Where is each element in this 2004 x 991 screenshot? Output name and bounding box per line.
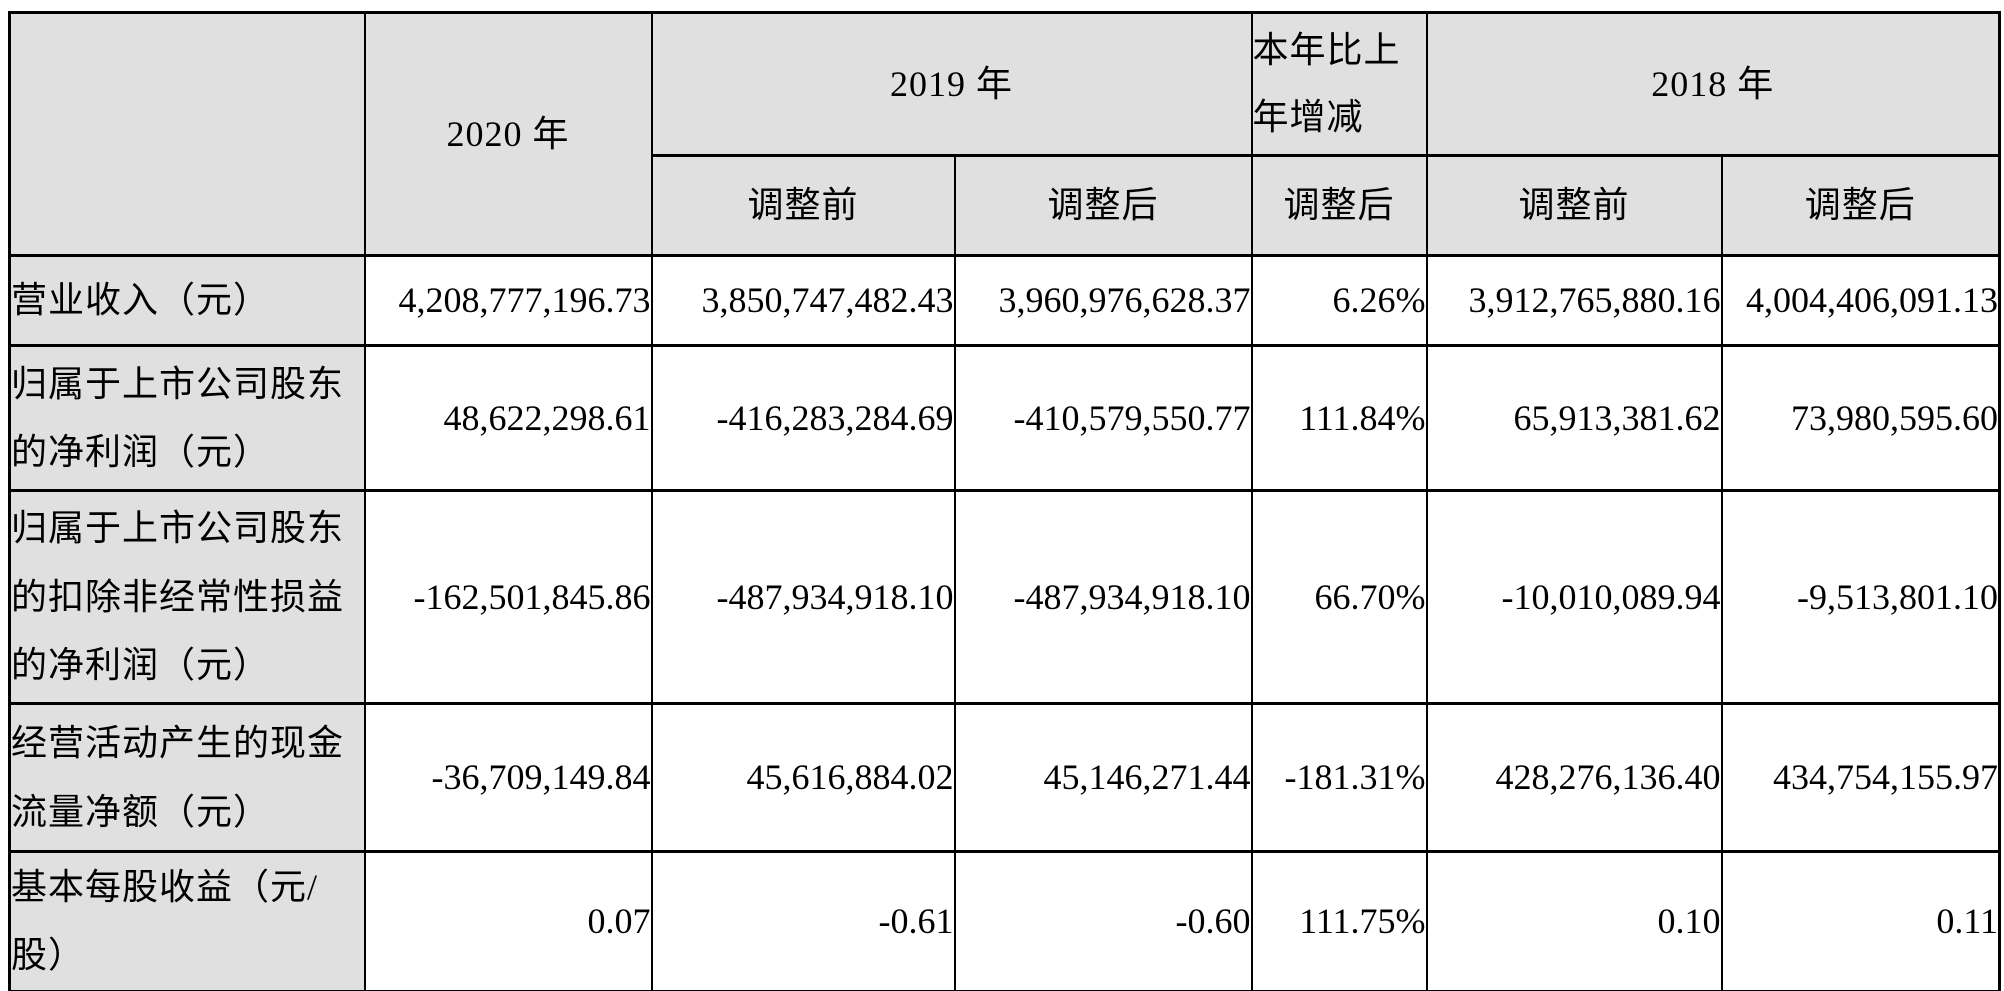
cell-change: 6.26% (1250, 254, 1428, 347)
cell-2019-before: 3,850,747,482.43 (650, 254, 956, 347)
subheader-2018-before: 调整前 (1425, 154, 1723, 257)
row-label: 基本每股收益（元/股） (8, 850, 366, 991)
subheader-2019-before: 调整前 (650, 154, 956, 257)
cell-change: 111.75% (1250, 850, 1428, 991)
cell-2019-before: -0.61 (650, 850, 956, 991)
cell-2019-after: -0.60 (953, 850, 1253, 991)
cell-2020: 4,208,777,196.73 (363, 254, 653, 347)
cell-change: -181.31% (1250, 702, 1428, 853)
cell-2018-after: 4,004,406,091.13 (1720, 254, 2001, 347)
header-2020: 2020 年 (363, 11, 653, 257)
header-blank-cell (8, 11, 366, 257)
cell-2018-after: 73,980,595.60 (1720, 344, 2001, 492)
cell-2018-after: 0.11 (1720, 850, 2001, 991)
cell-2019-after: -487,934,918.10 (953, 489, 1253, 705)
row-label: 营业收入（元） (8, 254, 366, 347)
table-row-net-profit: 归属于上市公司股东的净利润（元） 48,622,298.61 -416,283,… (8, 344, 2001, 492)
cell-2019-after: -410,579,550.77 (953, 344, 1253, 492)
cell-2019-after: 3,960,976,628.37 (953, 254, 1253, 347)
cell-change: 111.84% (1250, 344, 1428, 492)
header-2018: 2018 年 (1425, 11, 2001, 157)
cell-2018-before: 0.10 (1425, 850, 1723, 991)
cell-2018-before: -10,010,089.94 (1425, 489, 1723, 705)
cell-2020: -36,709,149.84 (363, 702, 653, 853)
subheader-2018-after: 调整后 (1720, 154, 2001, 257)
header-change: 本年比上年增减 (1250, 11, 1428, 157)
header-row-1: 2020 年 2019 年 本年比上年增减 2018 年 (8, 11, 2001, 257)
financial-summary-table: 2020 年 2019 年 本年比上年增减 2018 年 调整前 调整后 调整后… (8, 11, 2002, 991)
header-row-2: 调整前 调整后 调整后 调整前 调整后 (10, 154, 2001, 257)
cell-2018-before: 428,276,136.40 (1425, 702, 1723, 853)
subheader-change-after: 调整后 (1250, 154, 1428, 257)
row-label: 归属于上市公司股东的扣除非经常性损益的净利润（元） (8, 489, 366, 705)
cell-2018-before: 65,913,381.62 (1425, 344, 1723, 492)
row-label: 归属于上市公司股东的净利润（元） (8, 344, 366, 492)
cell-2019-before: 45,616,884.02 (650, 702, 956, 853)
cell-2018-after: -9,513,801.10 (1720, 489, 2001, 705)
cell-2020: 48,622,298.61 (363, 344, 653, 492)
cell-2019-after: 45,146,271.44 (953, 702, 1253, 853)
cell-2018-after: 434,754,155.97 (1720, 702, 2001, 853)
cell-2020: -162,501,845.86 (363, 489, 653, 705)
table-row-basic-eps: 基本每股收益（元/股） 0.07 -0.61 -0.60 111.75% 0.1… (8, 850, 2001, 991)
row-label: 经营活动产生的现金流量净额（元） (8, 702, 366, 853)
subheader-2019-after: 调整后 (953, 154, 1253, 257)
cell-2018-before: 3,912,765,880.16 (1425, 254, 1723, 347)
cell-change: 66.70% (1250, 489, 1428, 705)
header-2019: 2019 年 (650, 11, 1253, 157)
table-row-operating-cash-flow: 经营活动产生的现金流量净额（元） -36,709,149.84 45,616,8… (8, 702, 2001, 853)
cell-2019-before: -416,283,284.69 (650, 344, 956, 492)
cell-2020: 0.07 (363, 850, 653, 991)
table-row-revenue: 营业收入（元） 4,208,777,196.73 3,850,747,482.4… (8, 254, 2001, 347)
table-row-net-profit-deducted: 归属于上市公司股东的扣除非经常性损益的净利润（元） -162,501,845.8… (8, 489, 2001, 705)
cell-2019-before: -487,934,918.10 (650, 489, 956, 705)
